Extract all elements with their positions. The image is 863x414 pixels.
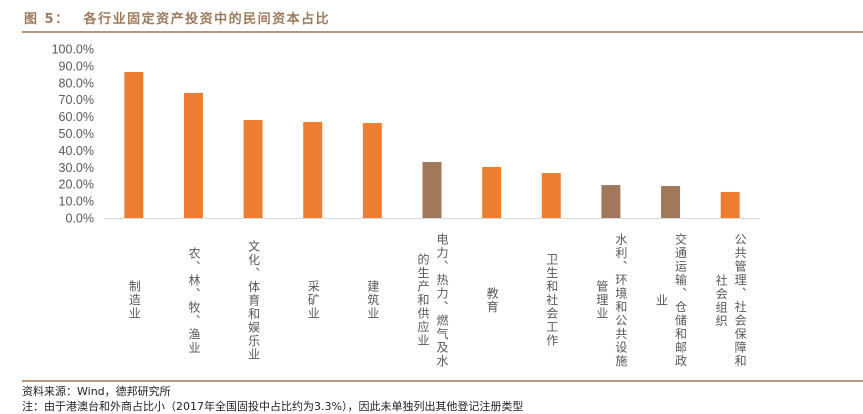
x-tick-label: 文化、体育和娱乐业 xyxy=(246,239,261,362)
y-tick-label: 100.0% xyxy=(52,43,94,57)
chart-title: 各行业固定资产投资中的民间资本占比 xyxy=(83,12,331,27)
y-tick-label: 30.0% xyxy=(59,161,94,175)
y-tick-label: 90.0% xyxy=(59,59,94,73)
x-tick-label: 公共管理、社会保障和社会组织 xyxy=(714,233,748,368)
x-tick-label: 教育 xyxy=(485,287,500,314)
x-tick-label: 电力、热力、燃气及水的生产和供应业 xyxy=(416,233,449,368)
title-divider xyxy=(22,31,863,33)
bar xyxy=(661,186,681,218)
y-tick-label: 50.0% xyxy=(59,127,94,141)
source-text: 资料来源：Wind，德邦研究所 xyxy=(22,385,171,398)
note-text: 注：由于港澳台和外商占比小（2017年全国固投中占比约为3.3%），因此未单独列… xyxy=(22,400,524,413)
footer-divider xyxy=(22,380,863,382)
y-tick-label: 20.0% xyxy=(59,178,94,192)
y-tick-label: 40.0% xyxy=(59,144,94,158)
bar xyxy=(183,92,203,218)
x-tick-label: 制造业 xyxy=(127,280,142,321)
bar xyxy=(720,191,740,218)
y-tick-label: 80.0% xyxy=(59,76,94,90)
bar xyxy=(601,185,621,218)
y-tick-label: 0.0% xyxy=(66,212,95,226)
x-tick-label: 建筑业 xyxy=(365,280,380,321)
bar xyxy=(422,162,442,218)
bar xyxy=(124,71,144,218)
bar xyxy=(541,173,561,218)
y-tick-label: 60.0% xyxy=(59,110,94,124)
bar xyxy=(362,123,382,218)
figure-label: 图 5： xyxy=(24,12,70,27)
bar xyxy=(303,122,323,218)
y-tick-label: 70.0% xyxy=(59,93,94,107)
x-tick-label: 采矿业 xyxy=(306,280,321,321)
figure-title: 图 5： 各行业固定资产投资中的民间资本占比 xyxy=(24,8,330,27)
x-tick-label: 水利、环境和公共设施管理业 xyxy=(594,233,628,368)
y-tick-label: 10.0% xyxy=(59,195,94,209)
x-tick-label: 交通运输、仓储和邮政业 xyxy=(654,233,688,368)
x-tick-label: 农、林、牧、渔业 xyxy=(186,246,201,355)
bar xyxy=(243,119,263,218)
bar xyxy=(482,166,502,218)
x-tick-label: 卫生和社会工作 xyxy=(544,253,559,348)
bar-chart: 0.0% 10.0% 20.0% 30.0% 40.0% 50.0% 60.0% 70.0% 8… xyxy=(52,43,760,226)
